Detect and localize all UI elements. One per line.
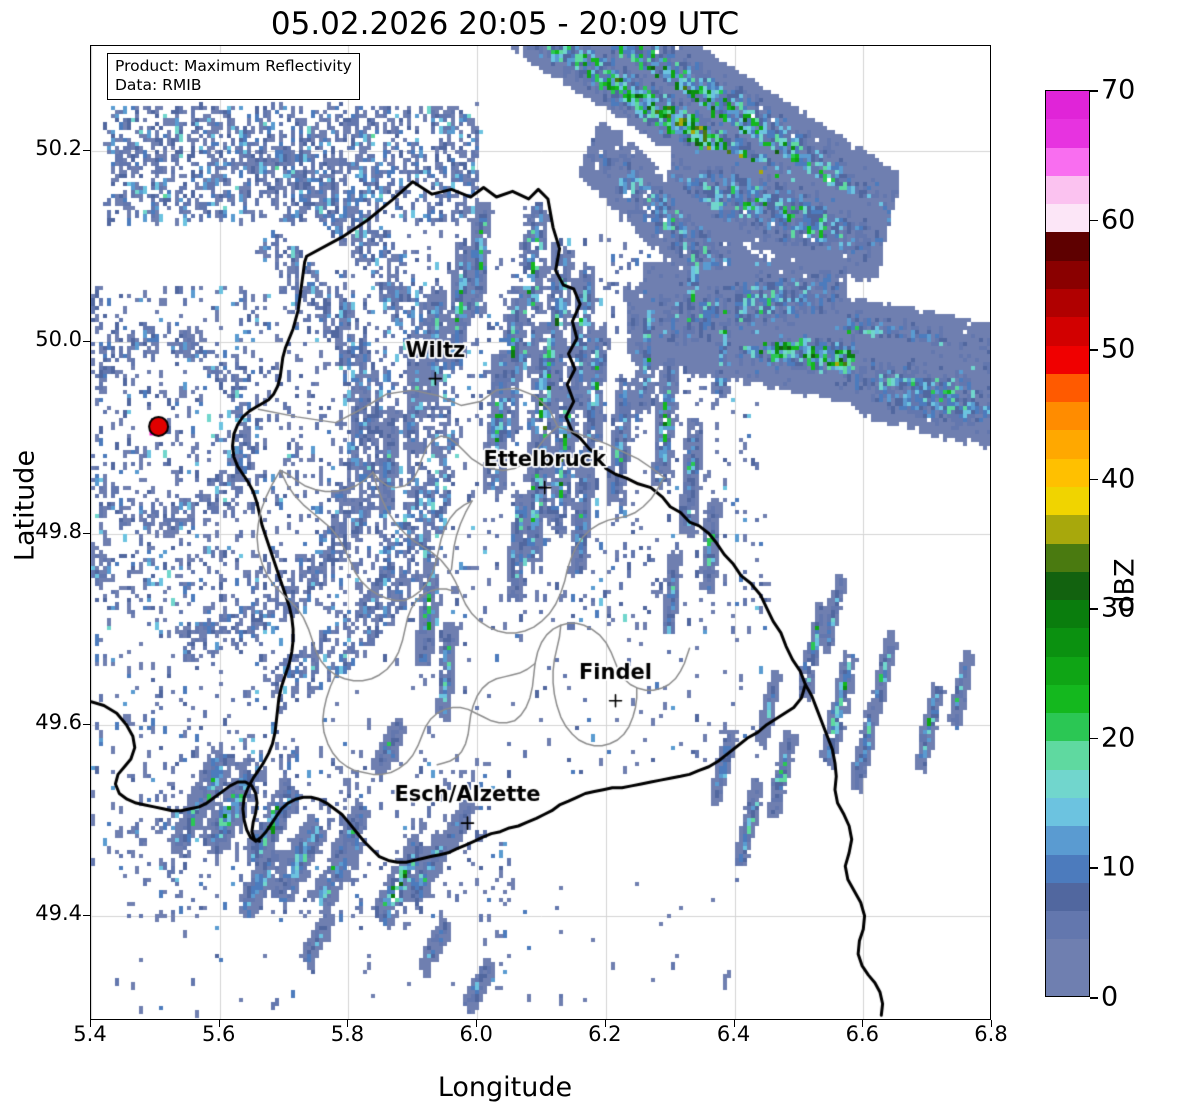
page-title: 05.02.2026 20:05 - 20:09 UTC (270, 6, 740, 42)
radar-map-plot: Product: Maximum Reflectivity Data: RMIB (90, 45, 991, 1020)
reflectivity-colorbar (1045, 90, 1090, 997)
colorbar-band (1046, 769, 1089, 799)
colorbar-band (1046, 515, 1089, 544)
colorbar-band (1046, 204, 1089, 233)
colorbar-band (1046, 967, 1089, 996)
colorbar-band (1046, 571, 1089, 601)
x-tick-mark (604, 1020, 606, 1027)
colorbar-band (1046, 656, 1089, 685)
colorbar-tick-mark (1090, 737, 1098, 740)
colorbar-band (1046, 232, 1089, 261)
colorbar-tick-label-6: 60 (1101, 204, 1136, 236)
x-tick-mark (90, 1020, 91, 1027)
colorbar-band (1046, 713, 1089, 742)
x-tick-label-0: 5.4 (73, 1022, 107, 1046)
x-tick-label-1: 5.6 (202, 1022, 236, 1046)
radar-reflectivity-canvas (91, 46, 990, 1019)
x-tick-mark (347, 1020, 349, 1027)
x-tick-label-2: 5.8 (330, 1022, 365, 1046)
colorbar-band (1046, 288, 1089, 318)
colorbar-band (1046, 628, 1089, 657)
y-tick-mark (83, 532, 90, 534)
colorbar-band (1046, 543, 1089, 572)
product-info-box: Product: Maximum Reflectivity Data: RMIB (107, 53, 360, 100)
colorbar-band (1046, 939, 1089, 968)
colorbar-tick-label-3: 30 (1101, 592, 1136, 624)
x-tick-mark (218, 1020, 220, 1027)
colorbar-band (1046, 798, 1089, 827)
colorbar-band (1046, 147, 1089, 176)
x-tick-label-3: 6.0 (459, 1022, 493, 1046)
colorbar-tick-mark (1090, 997, 1098, 999)
colorbar-tick-label-7: 70 (1101, 74, 1136, 106)
colorbar-tick-label-1: 10 (1101, 851, 1136, 883)
x-tick-mark (733, 1020, 735, 1027)
x-tick-label-6: 6.6 (845, 1022, 879, 1046)
colorbar-tick-mark (1090, 867, 1098, 870)
x-tick-mark (862, 1020, 864, 1027)
colorbar-band (1046, 402, 1089, 431)
y-tick-mark (83, 341, 90, 343)
y-tick-mark (83, 914, 90, 916)
colorbar-band (1046, 260, 1089, 289)
colorbar-band (1046, 684, 1089, 714)
colorbar-tick-mark (1090, 219, 1098, 222)
x-tick-label-7: 6.8 (974, 1022, 1008, 1046)
colorbar-label: dBZ (1109, 558, 1141, 613)
colorbar-band (1046, 119, 1089, 148)
colorbar-tick-label-0: 0 (1101, 981, 1119, 1013)
y-tick-mark (83, 723, 90, 725)
colorbar-band (1046, 600, 1089, 629)
y-axis-label: Latitude (9, 449, 41, 562)
colorbar-band (1046, 854, 1089, 883)
colorbar-band (1046, 911, 1089, 940)
colorbar-tick-mark (1090, 478, 1098, 481)
product-line: Product: Maximum Reflectivity (115, 57, 352, 75)
colorbar-band (1046, 826, 1089, 855)
colorbar-band (1046, 91, 1089, 120)
colorbar-tick-mark (1090, 90, 1098, 92)
colorbar-tick-mark (1090, 608, 1098, 610)
colorbar-tick-mark (1090, 349, 1098, 351)
colorbar-band (1046, 486, 1089, 516)
colorbar-band (1046, 317, 1089, 346)
colorbar-tick-label-5: 50 (1101, 333, 1136, 365)
x-tick-mark (991, 1020, 992, 1027)
x-tick-mark (476, 1020, 478, 1027)
data-source-line: Data: RMIB (115, 75, 202, 94)
colorbar-band (1046, 345, 1089, 374)
colorbar-band (1046, 741, 1089, 770)
colorbar-band (1046, 175, 1089, 205)
x-tick-label-4: 6.2 (588, 1022, 622, 1046)
x-tick-label-5: 6.4 (716, 1022, 751, 1046)
y-tick-mark (83, 150, 90, 152)
colorbar-band (1046, 458, 1089, 487)
colorbar-band (1046, 430, 1089, 459)
x-axis-label: Longitude (437, 1072, 573, 1103)
colorbar-tick-label-4: 40 (1101, 463, 1136, 495)
colorbar-band (1046, 373, 1089, 403)
colorbar-band (1046, 882, 1089, 912)
colorbar-tick-label-2: 20 (1101, 722, 1136, 754)
